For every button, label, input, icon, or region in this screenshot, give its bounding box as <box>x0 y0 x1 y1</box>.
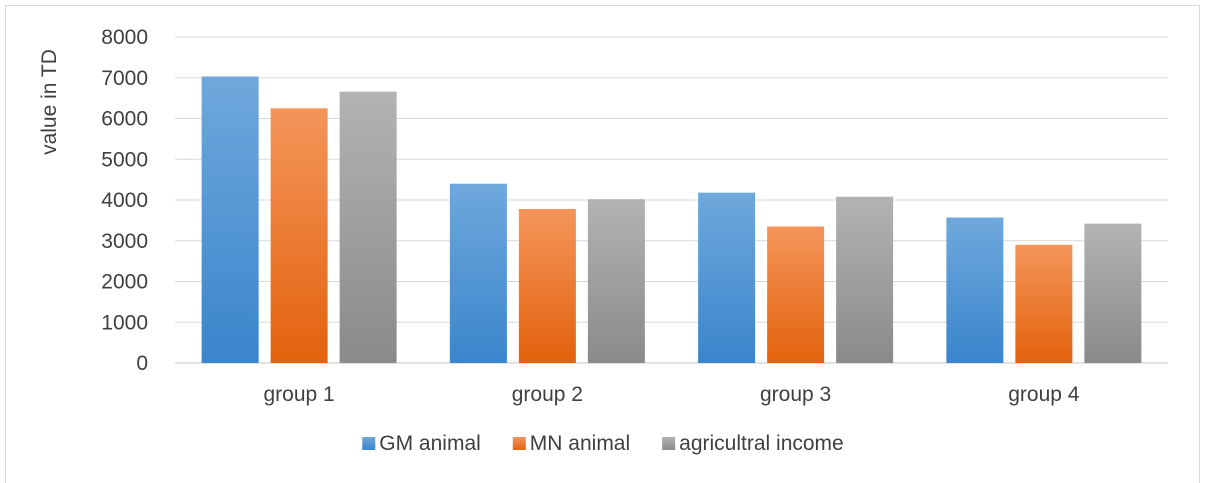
bars <box>201 76 1142 363</box>
y-tick-label: 4000 <box>101 189 148 212</box>
bar-mn-animal-group-3 <box>767 226 825 363</box>
legend-label: MN animal <box>530 432 630 455</box>
bar-gm-animal-group-3 <box>698 192 756 363</box>
y-tick-label: 1000 <box>101 311 148 334</box>
y-axis-title: value in TD <box>38 49 61 155</box>
y-tick-labels: 0 1000 2000 3000 4000 5000 6000 7000 8000 <box>101 26 148 375</box>
y-tick-label: 5000 <box>101 148 148 171</box>
legend-swatch <box>512 437 526 450</box>
legend: GM animal MN animal agricultral income <box>362 432 844 455</box>
x-tick-label: group 1 <box>264 383 335 406</box>
y-tick-label: 6000 <box>101 108 148 131</box>
bar-mn-animal-group-1 <box>270 108 328 363</box>
y-tick-label: 0 <box>136 352 148 375</box>
x-tick-labels: group 1 group 2 group 3 group 4 <box>264 383 1080 406</box>
bar-gm-animal-group-1 <box>201 76 259 363</box>
y-tick-label: 3000 <box>101 230 148 253</box>
legend-swatch <box>662 437 676 450</box>
x-tick-label: group 2 <box>512 383 583 406</box>
legend-swatch <box>362 437 376 450</box>
legend-label: agricultral income <box>679 432 844 455</box>
bar-gm-animal-group-4 <box>946 217 1004 363</box>
bar-agricultral-income-group-2 <box>587 199 645 363</box>
bar-agricultral-income-group-1 <box>339 91 397 363</box>
y-tick-label: 2000 <box>101 271 148 294</box>
legend-label: GM animal <box>379 432 481 455</box>
bar-agricultral-income-group-4 <box>1084 223 1142 363</box>
y-tick-label: 7000 <box>101 67 148 90</box>
y-tick-label: 8000 <box>101 26 148 49</box>
bar-agricultral-income-group-3 <box>836 196 894 363</box>
bar-mn-animal-group-2 <box>518 208 576 363</box>
bar-mn-animal-group-4 <box>1015 244 1073 363</box>
x-tick-label: group 4 <box>1008 383 1080 406</box>
bar-gm-animal-group-2 <box>449 183 507 363</box>
x-tick-label: group 3 <box>760 383 831 406</box>
